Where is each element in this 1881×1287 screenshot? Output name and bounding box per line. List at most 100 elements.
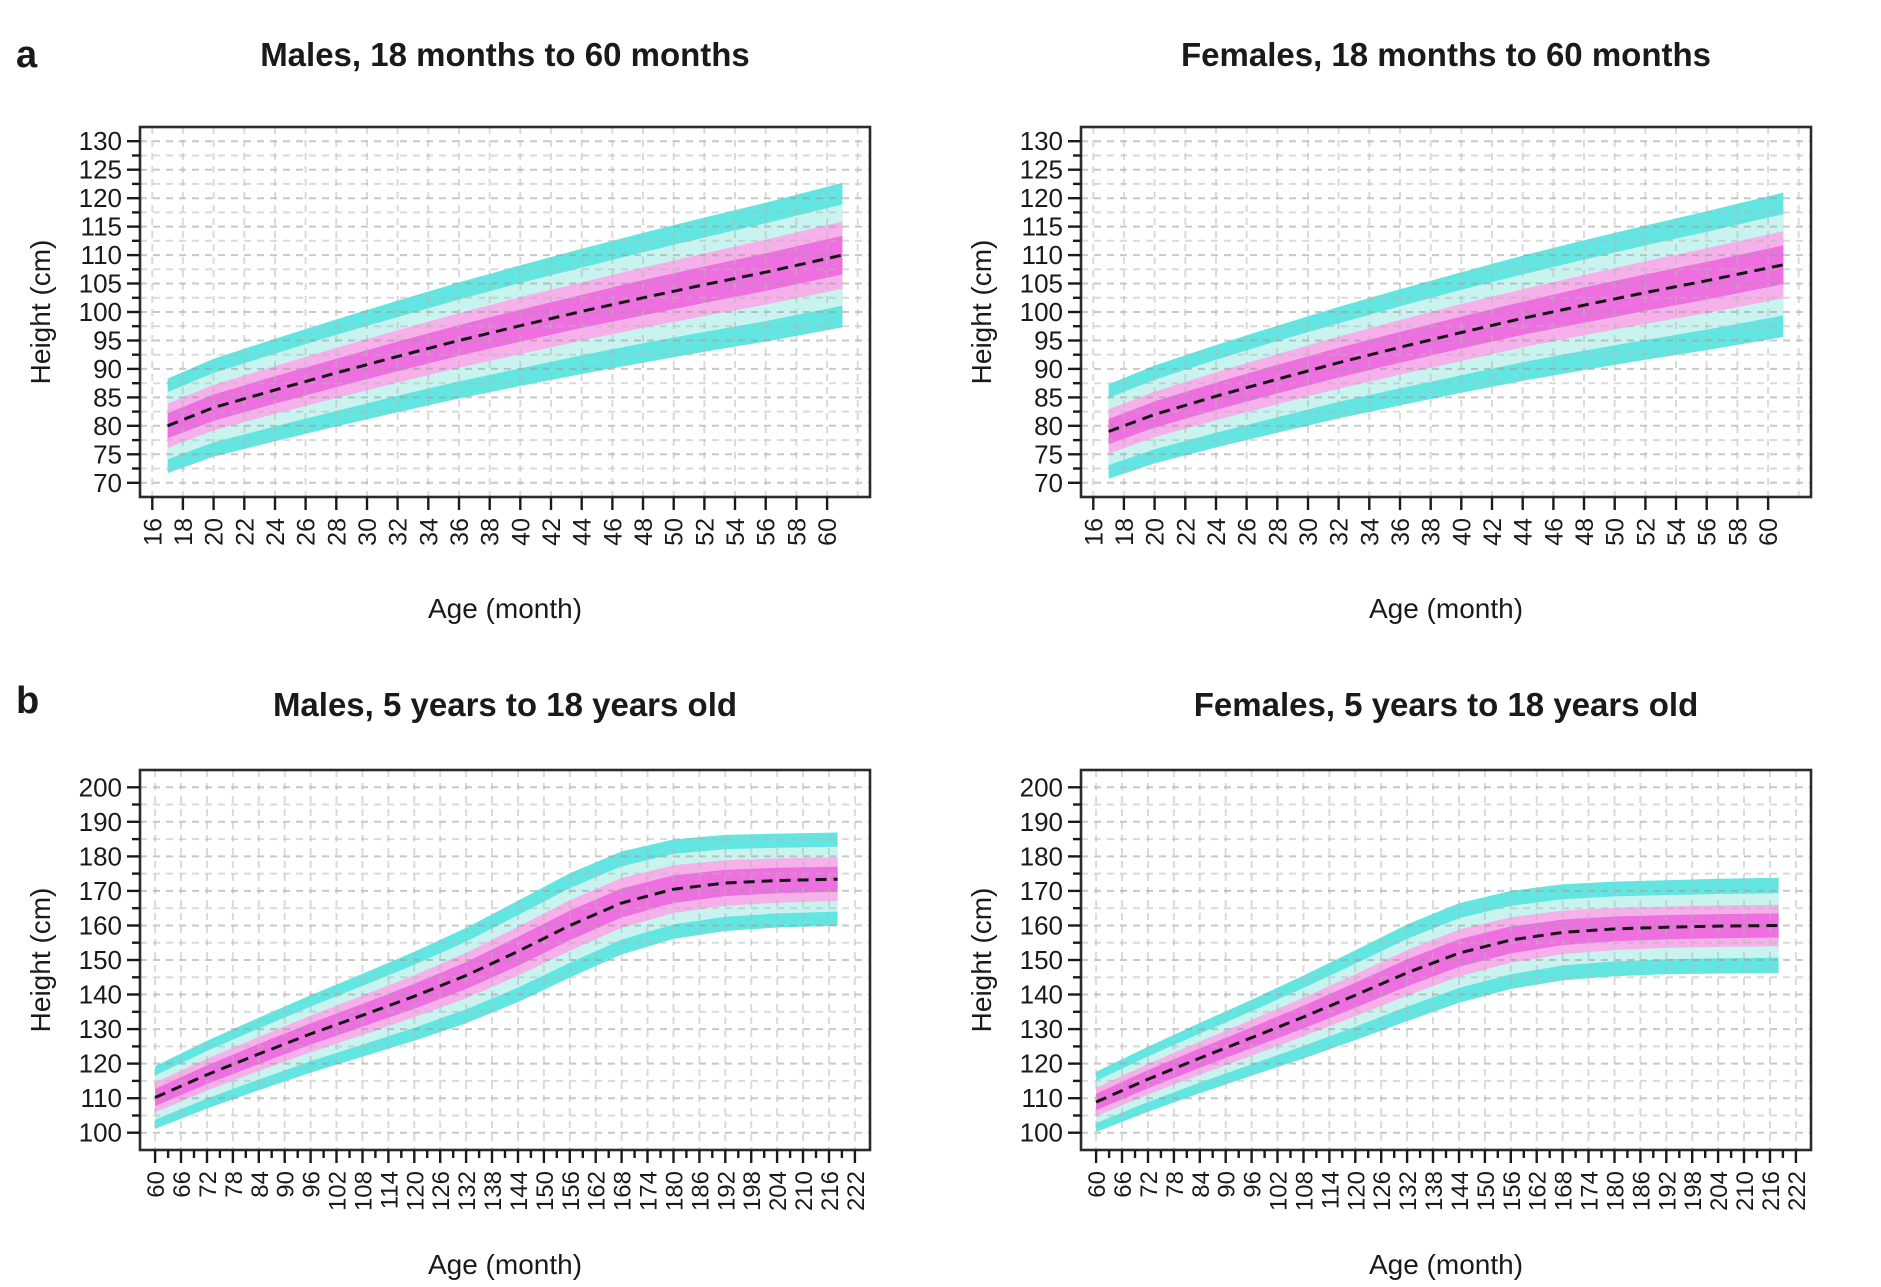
y-tick-label: 75 (1034, 439, 1063, 469)
x-tick-label: 38 (1418, 518, 1446, 546)
x-tick-label: 114 (376, 1171, 403, 1209)
x-tick-label: 132 (454, 1171, 481, 1211)
y-tick-label: 95 (1034, 326, 1063, 356)
chart-cell-females-18-60-months: 16 18 20 22 24 26 28 30 32 34 36 38 40 42 44 46 48 50 52 54… (941, 0, 1881, 640)
y-tick-label: 150 (79, 945, 122, 975)
x-tick-label: 60 (143, 1171, 170, 1198)
x-tick-label: 16 (1080, 518, 1108, 546)
x-tick-label: 28 (1264, 518, 1292, 546)
x-tick-label: 20 (201, 518, 229, 546)
y-tick-label: 170 (79, 876, 122, 906)
x-tick-label: 16 (139, 518, 167, 546)
axis-tick-labels: 16 18 20 22 24 26 28 30 32 34 36 38 40 42 44 46 48 50 52 54… (1020, 126, 1783, 546)
x-tick-label: 210 (791, 1171, 818, 1211)
x-tick-label: 216 (1758, 1171, 1785, 1211)
x-tick-label: 44 (569, 518, 597, 546)
x-axis-label: Age (month) (428, 593, 582, 624)
x-tick-label: 204 (1706, 1171, 1733, 1211)
y-tick-label: 140 (1020, 980, 1063, 1010)
axis-ticks (127, 786, 857, 1163)
y-tick-label: 120 (1020, 1049, 1063, 1079)
y-tick-label: 180 (79, 841, 122, 871)
median-line (154, 877, 838, 1099)
band-inner (1108, 245, 1784, 445)
x-tick-label: 84 (1188, 1171, 1215, 1198)
x-tick-label: 18 (170, 518, 198, 546)
y-tick-label: 100 (79, 1118, 122, 1148)
y-tick-label: 70 (1034, 468, 1063, 498)
y-tick-label: 140 (79, 980, 122, 1010)
x-tick-label: 40 (507, 518, 535, 546)
y-tick-label: 130 (79, 1014, 122, 1044)
x-tick-label: 40 (1448, 518, 1476, 546)
percentile-bands (1096, 877, 1779, 1132)
x-tick-label: 156 (558, 1171, 585, 1211)
grid (140, 127, 870, 497)
y-tick-label: 85 (1034, 382, 1063, 412)
y-tick-label: 200 (79, 772, 122, 802)
x-tick-label: 138 (1421, 1171, 1448, 1211)
y-tick-label: 190 (79, 807, 122, 837)
x-tick-label: 34 (415, 518, 443, 546)
x-tick-label: 48 (1571, 518, 1599, 546)
x-tick-label: 174 (636, 1171, 663, 1211)
x-tick-label: 144 (506, 1171, 533, 1211)
y-tick-label: 75 (93, 439, 122, 469)
x-tick-label: 56 (1694, 518, 1722, 546)
y-tick-label: 115 (81, 212, 122, 242)
x-tick-label: 102 (325, 1171, 352, 1211)
panel-label-b: b (16, 680, 40, 722)
y-axis-label: Height (cm) (966, 888, 997, 1033)
x-tick-label: 60 (814, 518, 842, 546)
y-tick-label: 110 (1022, 1083, 1063, 1113)
x-tick-label: 168 (1551, 1171, 1578, 1211)
x-tick-label: 168 (610, 1171, 637, 1211)
y-tick-label: 100 (1020, 297, 1063, 327)
y-tick-label: 105 (79, 269, 122, 299)
x-tick-label: 56 (753, 518, 781, 546)
x-tick-label: 132 (1395, 1171, 1422, 1211)
y-tick-label: 95 (93, 326, 122, 356)
x-tick-label: 144 (1447, 1171, 1474, 1211)
x-tick-label: 174 (1577, 1171, 1604, 1211)
x-axis-label: Age (month) (1369, 1249, 1523, 1280)
chart-title: Females, 5 years to 18 years old (1194, 686, 1698, 723)
y-tick-label: 100 (79, 297, 122, 327)
y-axis-label: Height (cm) (25, 240, 56, 385)
x-tick-label: 120 (402, 1171, 429, 1211)
x-tick-label: 72 (1136, 1171, 1163, 1198)
y-tick-label: 130 (1020, 1014, 1063, 1044)
chart-males-18-60-months: 16 18 20 22 24 26 28 30 32 34 36 38 40 42 44 46 48 50 52 54… (25, 36, 872, 624)
band-mid_inner (155, 857, 838, 1113)
x-tick-label: 180 (1603, 1171, 1630, 1211)
chart-title: Males, 18 months to 60 months (260, 36, 750, 73)
x-tick-label: 38 (477, 518, 505, 546)
median-line (167, 253, 843, 428)
chart-cell-females-5-18-years: 60 66 72 78 84 90 96 102 108 114 120 126 132 138 144 15… (941, 640, 1881, 1287)
y-tick-label: 120 (79, 183, 122, 213)
x-tick-label: 46 (599, 518, 627, 546)
x-tick-label: 24 (1203, 518, 1231, 546)
x-tick-label: 222 (1784, 1171, 1811, 1211)
x-tick-label: 50 (661, 518, 689, 546)
x-tick-label: 114 (1317, 1171, 1344, 1209)
x-tick-label: 96 (299, 1171, 326, 1198)
x-tick-label: 42 (538, 518, 566, 546)
x-tick-label: 24 (262, 518, 290, 546)
x-tick-label: 150 (1473, 1171, 1500, 1211)
x-tick-label: 28 (323, 518, 351, 546)
y-tick-label: 80 (93, 411, 122, 441)
chart-cell-males-18-60-months: 16 18 20 22 24 26 28 30 32 34 36 38 40 42 44 46 48 50 52 54… (0, 0, 940, 640)
x-axis-label: Age (month) (1369, 593, 1523, 624)
x-tick-label: 198 (1680, 1171, 1707, 1211)
percentile-bands (155, 832, 838, 1129)
x-tick-label: 204 (765, 1171, 792, 1211)
chart-females-18-60-months: 16 18 20 22 24 26 28 30 32 34 36 38 40 42 44 46 48 50 52 54… (966, 36, 1813, 624)
x-tick-label: 180 (662, 1171, 689, 1211)
x-tick-label: 32 (385, 518, 413, 546)
y-tick-label: 130 (79, 126, 122, 156)
y-tick-label: 180 (1020, 841, 1063, 871)
x-tick-label: 30 (354, 518, 382, 546)
y-tick-label: 85 (93, 382, 122, 412)
